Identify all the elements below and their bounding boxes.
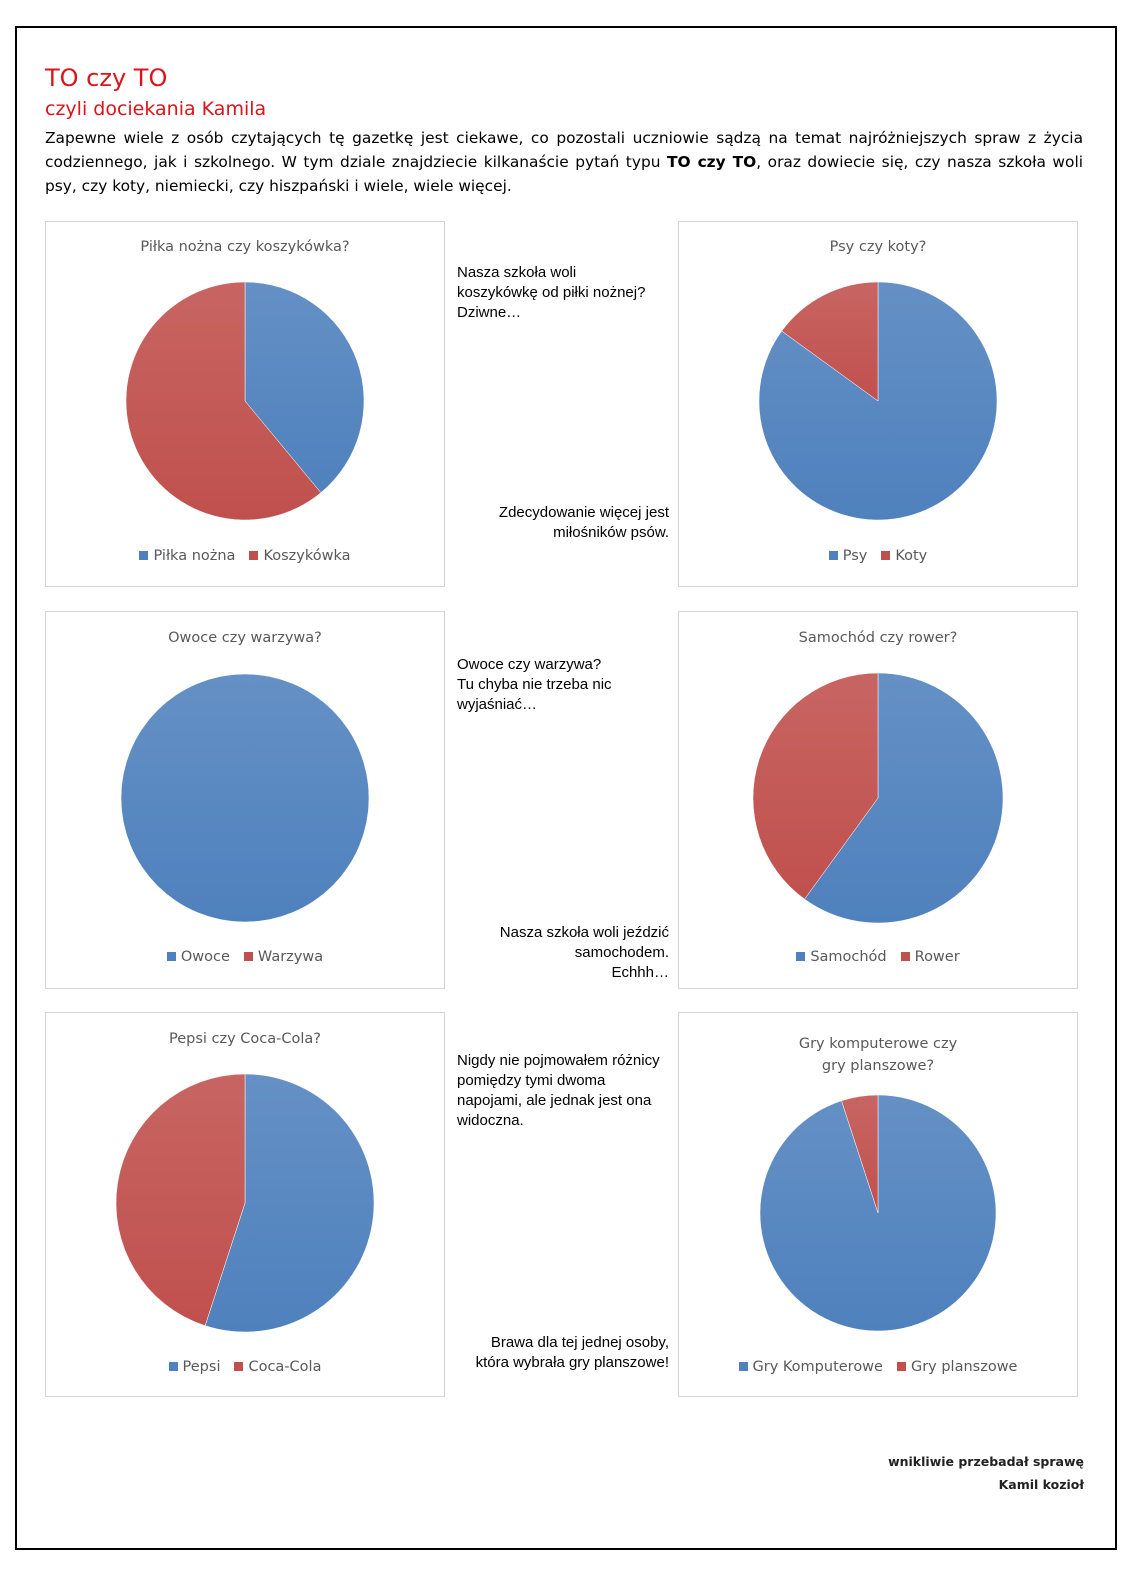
pie-chart	[115, 1073, 375, 1333]
legend-item-owoce: Owoce	[166, 949, 230, 965]
chart-pilka-koszykowka: Piłka nożna czy koszykówka? Piłka nożna Ko…	[45, 221, 445, 587]
page-title: TO czy TO	[45, 64, 168, 92]
legend-label: Owoce	[180, 949, 230, 965]
pie-slice-gry-planszowe	[841, 1094, 879, 1214]
chart-title: Pepsi czy Coca-Cola?	[168, 1031, 321, 1047]
legend-item-rower: Rower	[900, 949, 960, 965]
legend-label: Psy	[842, 548, 868, 564]
chart-legend: Owoce Warzywa	[46, 949, 444, 965]
legend-item-samochód: Samochód	[796, 949, 887, 965]
legend-label: Pepsi	[182, 1359, 221, 1375]
signature-line-1: wnikliwie przebadał sprawę	[888, 1454, 1084, 1469]
intro-text-end: , oraz dowiecie się, czy nasza szkoła wo…	[45, 153, 1083, 195]
legend-label: Koty	[895, 548, 928, 564]
legend-swatch	[249, 551, 259, 560]
legend-item-psy: Psy	[828, 548, 868, 564]
legend-swatch	[738, 1362, 748, 1371]
chart-legend: Samochód Rower	[679, 949, 1077, 965]
pie-chart	[752, 672, 1004, 924]
legend-swatch	[896, 1362, 906, 1371]
chart-legend: Psy Koty	[679, 548, 1077, 564]
note-psy: Zdecydowanie więcej jest miłośników psów…	[498, 504, 669, 541]
chart-legend: Piłka nożna Koszykówka	[46, 548, 444, 564]
legend-label: Samochód	[810, 949, 887, 965]
pie-chart	[758, 281, 998, 521]
legend-swatch	[234, 1362, 244, 1371]
pie-chart	[120, 673, 370, 923]
legend-item-piłka-nożna: Piłka nożna	[139, 548, 235, 564]
chart-owoce-warzywa: Owoce czy warzywa? Owoce Warzywa	[45, 611, 445, 989]
page-frame	[15, 26, 1117, 1550]
pie-slice-coca-cola	[115, 1073, 246, 1327]
chart-title: Samochód czy rower?	[798, 630, 958, 646]
chart-title: Owoce czy warzywa?	[168, 630, 322, 646]
chart-psy-koty: Psy czy koty? Psy Koty	[678, 221, 1078, 587]
legend-item-pepsi: Pepsi	[168, 1359, 221, 1375]
intro-text-bold: TO czy TO	[667, 153, 757, 171]
legend-label: Gry planszowe	[910, 1359, 1018, 1375]
legend-item-koszykówka: Koszykówka	[249, 548, 351, 564]
pie-slice-owoce	[120, 673, 370, 923]
intro-text-start: Zapewne wiele z osób czytających tę gaze…	[45, 129, 1083, 171]
signature-line-2: Kamil kozioł	[998, 1477, 1084, 1492]
chart-pepsi-cocacola: Pepsi czy Coca-Cola? Pepsi Coca-Cola	[45, 1012, 445, 1397]
pie-slice-piłka-nożna	[244, 281, 365, 494]
pie-slice-samochód	[804, 672, 1004, 924]
legend-item-coca-cola: Coca-Cola	[234, 1359, 321, 1375]
legend-label: Piłka nożna	[153, 548, 236, 564]
pie-chart	[759, 1094, 997, 1332]
legend-label: Gry Komputerowe	[752, 1359, 883, 1375]
legend-swatch	[139, 551, 149, 560]
legend-label: Koszykówka	[263, 548, 351, 564]
legend-label: Coca-Cola	[248, 1359, 322, 1375]
pie-chart	[125, 281, 365, 521]
chart-legend: Pepsi Coca-Cola	[46, 1359, 444, 1375]
note-owoce: Owoce czy warzywa? Tu chyba nie trzeba n…	[457, 656, 612, 713]
legend-item-gry-komputerowe: Gry Komputerowe	[738, 1359, 883, 1375]
legend-item-gry-planszowe: Gry planszowe	[896, 1359, 1018, 1375]
legend-swatch	[828, 551, 838, 560]
chart-title: Psy czy koty?	[829, 239, 927, 255]
legend-swatch	[881, 551, 891, 560]
note-gry: Brawa dla tej jednej osoby, która wybrał…	[475, 1334, 669, 1371]
legend-item-warzywa: Warzywa	[243, 949, 324, 965]
legend-swatch	[796, 952, 806, 961]
page-subtitle: czyli dociekania Kamila	[45, 98, 267, 120]
pie-slice-pepsi	[204, 1073, 375, 1333]
chart-legend: Gry Komputerowe Gry planszowe	[679, 1359, 1077, 1375]
legend-label: Warzywa	[257, 949, 324, 965]
chart-title: Gry komputerowe czy gry planszowe?	[798, 1036, 958, 1074]
legend-item-koty: Koty	[881, 548, 927, 564]
chart-gry: Gry komputerowe czy gry planszowe? Gry Ko…	[678, 1012, 1078, 1397]
intro-paragraph: Zapewne wiele z osób czytających tę gaze…	[45, 126, 1083, 198]
pie-slice-koty	[781, 281, 879, 402]
chart-samochod-rower: Samochód czy rower? Samochód Rower	[678, 611, 1078, 989]
pie-slice-rower	[752, 672, 879, 900]
legend-swatch	[166, 952, 176, 961]
legend-swatch	[900, 952, 910, 961]
legend-label: Rower	[914, 949, 960, 965]
legend-swatch	[168, 1362, 178, 1371]
legend-swatch	[243, 952, 253, 961]
note-koszykowka: Nasza szkoła woli koszykówkę od piłki no…	[457, 264, 646, 321]
chart-title: Piłka nożna czy koszykówka?	[140, 239, 350, 255]
note-samochod: Nasza szkoła woli jeździć samochodem. Ec…	[499, 924, 669, 981]
note-pepsi: Nigdy nie pojmowałem różnicy pomiędzy ty…	[457, 1052, 660, 1129]
pie-slice-koszykówka	[125, 281, 322, 521]
